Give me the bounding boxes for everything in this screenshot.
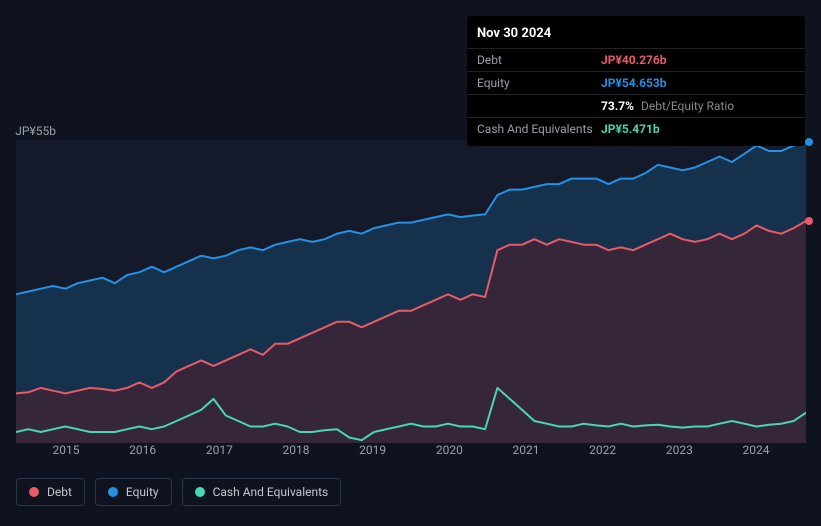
legend-item[interactable]: Debt xyxy=(16,478,85,506)
legend-item[interactable]: Cash And Equivalents xyxy=(182,478,342,506)
x-axis-tick: 2016 xyxy=(129,443,156,457)
tooltip-row-label xyxy=(477,97,601,115)
tooltip-row-value: 73.7% Debt/Equity Ratio xyxy=(601,97,795,115)
legend-label: Debt xyxy=(47,485,72,499)
tooltip-row: Cash And EquivalentsJP¥5.471b xyxy=(467,117,805,140)
series-end-marker-icon xyxy=(805,217,813,225)
x-axis-tick: 2015 xyxy=(53,443,80,457)
tooltip-row-value: JP¥5.471b xyxy=(601,120,795,138)
tooltip-row-label: Debt xyxy=(477,51,601,69)
tooltip-row-value: JP¥54.653b xyxy=(601,74,795,92)
chart-plot-area[interactable] xyxy=(16,140,806,443)
tooltip-row: 73.7% Debt/Equity Ratio xyxy=(467,94,805,117)
tooltip-row: DebtJP¥40.276b xyxy=(467,48,805,71)
legend-item[interactable]: Equity xyxy=(95,478,172,506)
x-axis: 2015 2016 2017 2018 2019 2020 2021 2022 2023 2024 xyxy=(16,443,806,463)
tooltip-row-label: Equity xyxy=(477,74,601,92)
legend-dot-icon xyxy=(108,487,118,497)
x-axis-tick: 2019 xyxy=(359,443,386,457)
legend: Debt Equity Cash And Equivalents xyxy=(16,478,341,506)
series-end-marker-icon xyxy=(805,138,813,146)
chart-svg xyxy=(16,140,806,443)
x-axis-tick: 2023 xyxy=(666,443,693,457)
legend-dot-icon xyxy=(29,487,39,497)
x-axis-tick: 2024 xyxy=(743,443,770,457)
legend-dot-icon xyxy=(195,487,205,497)
tooltip-row: EquityJP¥54.653b xyxy=(467,71,805,94)
legend-label: Equity xyxy=(126,485,159,499)
x-axis-tick: 2018 xyxy=(283,443,310,457)
tooltip-date: Nov 30 2024 xyxy=(467,22,805,48)
x-axis-tick: 2017 xyxy=(206,443,233,457)
tooltip-box: Nov 30 2024 DebtJP¥40.276bEquityJP¥54.65… xyxy=(467,16,805,146)
legend-label: Cash And Equivalents xyxy=(213,485,329,499)
x-axis-tick: 2022 xyxy=(589,443,616,457)
y-axis-max-label: JP¥55b xyxy=(15,124,56,138)
tooltip-row-label: Cash And Equivalents xyxy=(477,120,601,138)
x-axis-tick: 2020 xyxy=(436,443,463,457)
x-axis-tick: 2021 xyxy=(513,443,540,457)
tooltip-row-value: JP¥40.276b xyxy=(601,51,795,69)
